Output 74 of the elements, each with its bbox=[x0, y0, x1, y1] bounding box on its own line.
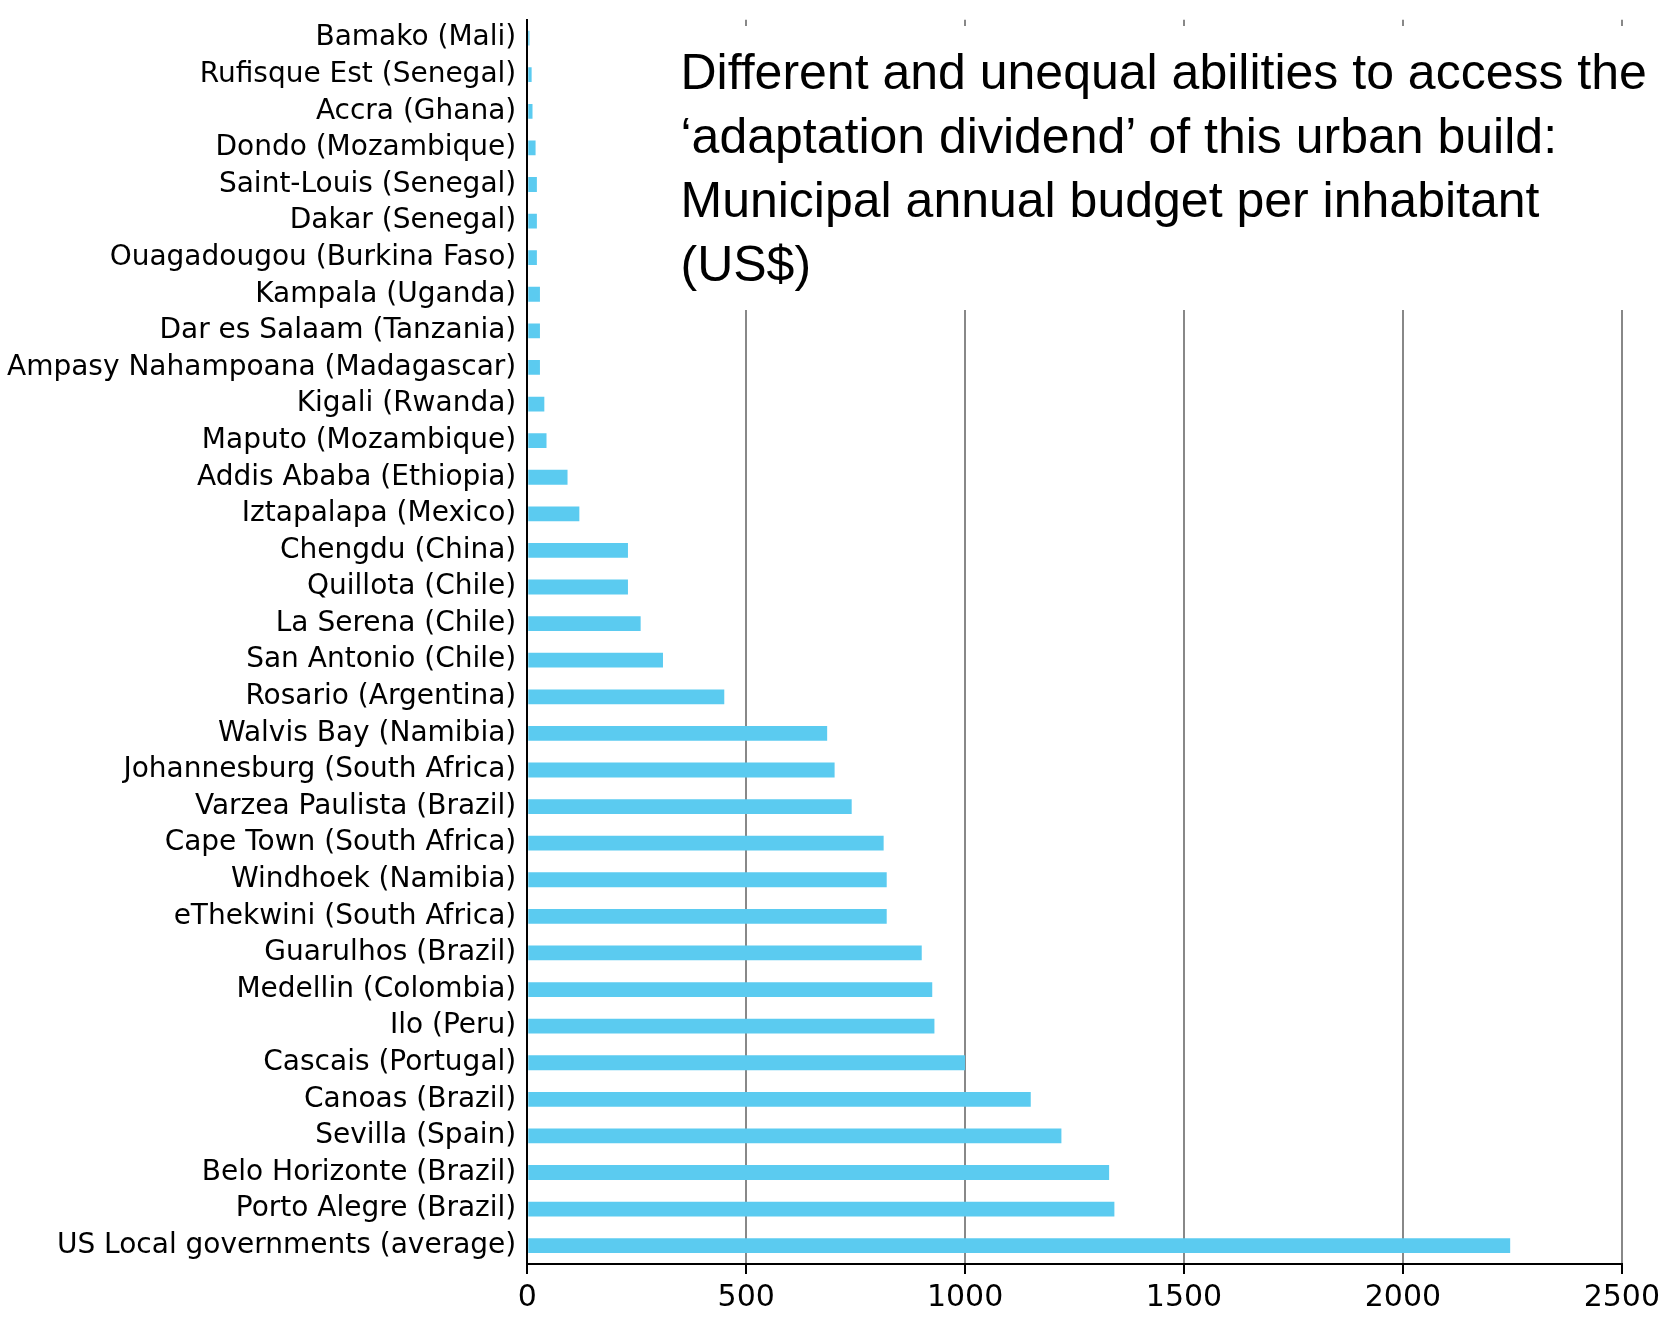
bar bbox=[528, 579, 628, 595]
bar bbox=[528, 323, 540, 339]
y-tick-label: Maputo (Mozambique) bbox=[201, 421, 517, 455]
bar bbox=[528, 908, 887, 924]
y-tick-label: Cape Town (South Africa) bbox=[164, 824, 517, 858]
bar bbox=[528, 982, 933, 997]
y-tick-label: Walvis Bay (Namibia) bbox=[218, 714, 517, 748]
y-tick-label: Canoas (Brazil) bbox=[304, 1080, 517, 1114]
text: Different and unequal abilities to access the ‘adaptation dividend’ of this urban build: Municipal annual budget per inhabitant (US$) bbox=[670, 25, 1656, 310]
x-tick-label: 500 bbox=[717, 1277, 775, 1313]
y-tick-label: Guarulhos (Brazil) bbox=[264, 934, 517, 968]
y-tick-label: eThekwini (South Africa) bbox=[173, 897, 517, 931]
y-tick-label: Iztapalapa (Mexico) bbox=[241, 495, 517, 529]
bar bbox=[528, 652, 663, 668]
x-tick-label: 1000 bbox=[926, 1277, 1004, 1313]
bar bbox=[528, 396, 545, 412]
y-tick-label: Sevilla (Spain) bbox=[315, 1117, 517, 1151]
y-tick-label: Dar es Salaam (Tanzania) bbox=[159, 312, 517, 346]
y-tick-label: Ouagadougou (Burkina Faso) bbox=[109, 238, 517, 272]
bar bbox=[528, 67, 532, 83]
x-tick-label: 2000 bbox=[1364, 1277, 1442, 1313]
bar bbox=[528, 1091, 1031, 1107]
bar bbox=[528, 689, 725, 705]
y-tick-label: Accra (Ghana) bbox=[315, 92, 517, 126]
bar bbox=[528, 1128, 1062, 1144]
bar bbox=[528, 213, 537, 229]
bar bbox=[528, 1055, 966, 1071]
y-tick-label: Chengdu (China) bbox=[279, 531, 517, 565]
y-tick-label: Dakar (Senegal) bbox=[289, 202, 517, 236]
bar bbox=[528, 616, 641, 632]
y-tick-label: US Local governments (average) bbox=[56, 1226, 517, 1260]
y-tick-label: Quillota (Chile) bbox=[307, 568, 517, 602]
y-tick-label: Varzea Paulista (Brazil) bbox=[194, 787, 517, 821]
bar bbox=[528, 1165, 1110, 1180]
y-tick-label: Dondo (Mozambique) bbox=[215, 129, 517, 163]
bar bbox=[528, 140, 536, 156]
bar bbox=[528, 762, 835, 778]
bar bbox=[528, 360, 540, 375]
y-tick-label: La Serena (Chile) bbox=[275, 604, 517, 638]
y-tick-label: Rosario (Argentina) bbox=[245, 678, 517, 712]
x-tick-label: 1500 bbox=[1145, 1277, 1223, 1313]
y-tick-label: Cascais (Portugal) bbox=[263, 1044, 517, 1078]
y-tick-label: Rufisque Est (Senegal) bbox=[199, 55, 517, 89]
y-tick-label: Ampasy Nahampoana (Madagascar) bbox=[7, 348, 517, 382]
bar bbox=[528, 177, 537, 192]
bar bbox=[528, 250, 537, 266]
bar bbox=[528, 543, 628, 558]
y-tick-label: Ilo (Peru) bbox=[389, 1007, 517, 1041]
bar bbox=[528, 506, 580, 522]
y-tick-label: Porto Alegre (Brazil) bbox=[235, 1190, 517, 1224]
bar bbox=[528, 725, 828, 741]
bar bbox=[528, 872, 887, 888]
bar bbox=[528, 835, 884, 851]
bar bbox=[528, 799, 852, 814]
bar bbox=[528, 1201, 1115, 1217]
y-tick-label: Belo Horizonte (Brazil) bbox=[201, 1153, 517, 1187]
x-tick-label: 0 bbox=[517, 1277, 537, 1313]
y-tick-label: Windhoek (Namibia) bbox=[230, 861, 517, 895]
y-tick-label: Saint-Louis (Senegal) bbox=[218, 165, 517, 199]
y-tick-label: Medellin (Colombia) bbox=[236, 970, 517, 1004]
y-tick-label: Addis Ababa (Ethiopia) bbox=[196, 458, 517, 492]
y-tick-label: Johannesburg (South Africa) bbox=[121, 751, 517, 785]
y-tick-label: Kigali (Rwanda) bbox=[296, 385, 517, 419]
y-tick-label: San Antonio (Chile) bbox=[246, 641, 517, 675]
bar bbox=[528, 945, 922, 961]
bar bbox=[528, 433, 547, 449]
bar bbox=[528, 469, 568, 485]
bar bbox=[528, 1018, 935, 1034]
bar bbox=[528, 286, 540, 302]
y-tick-label: Kampala (Uganda) bbox=[255, 275, 517, 309]
bar bbox=[528, 103, 533, 119]
bar bbox=[528, 1238, 1511, 1254]
y-tick-label: Bamako (Mali) bbox=[315, 19, 517, 53]
x-tick-label: 2500 bbox=[1583, 1277, 1661, 1313]
